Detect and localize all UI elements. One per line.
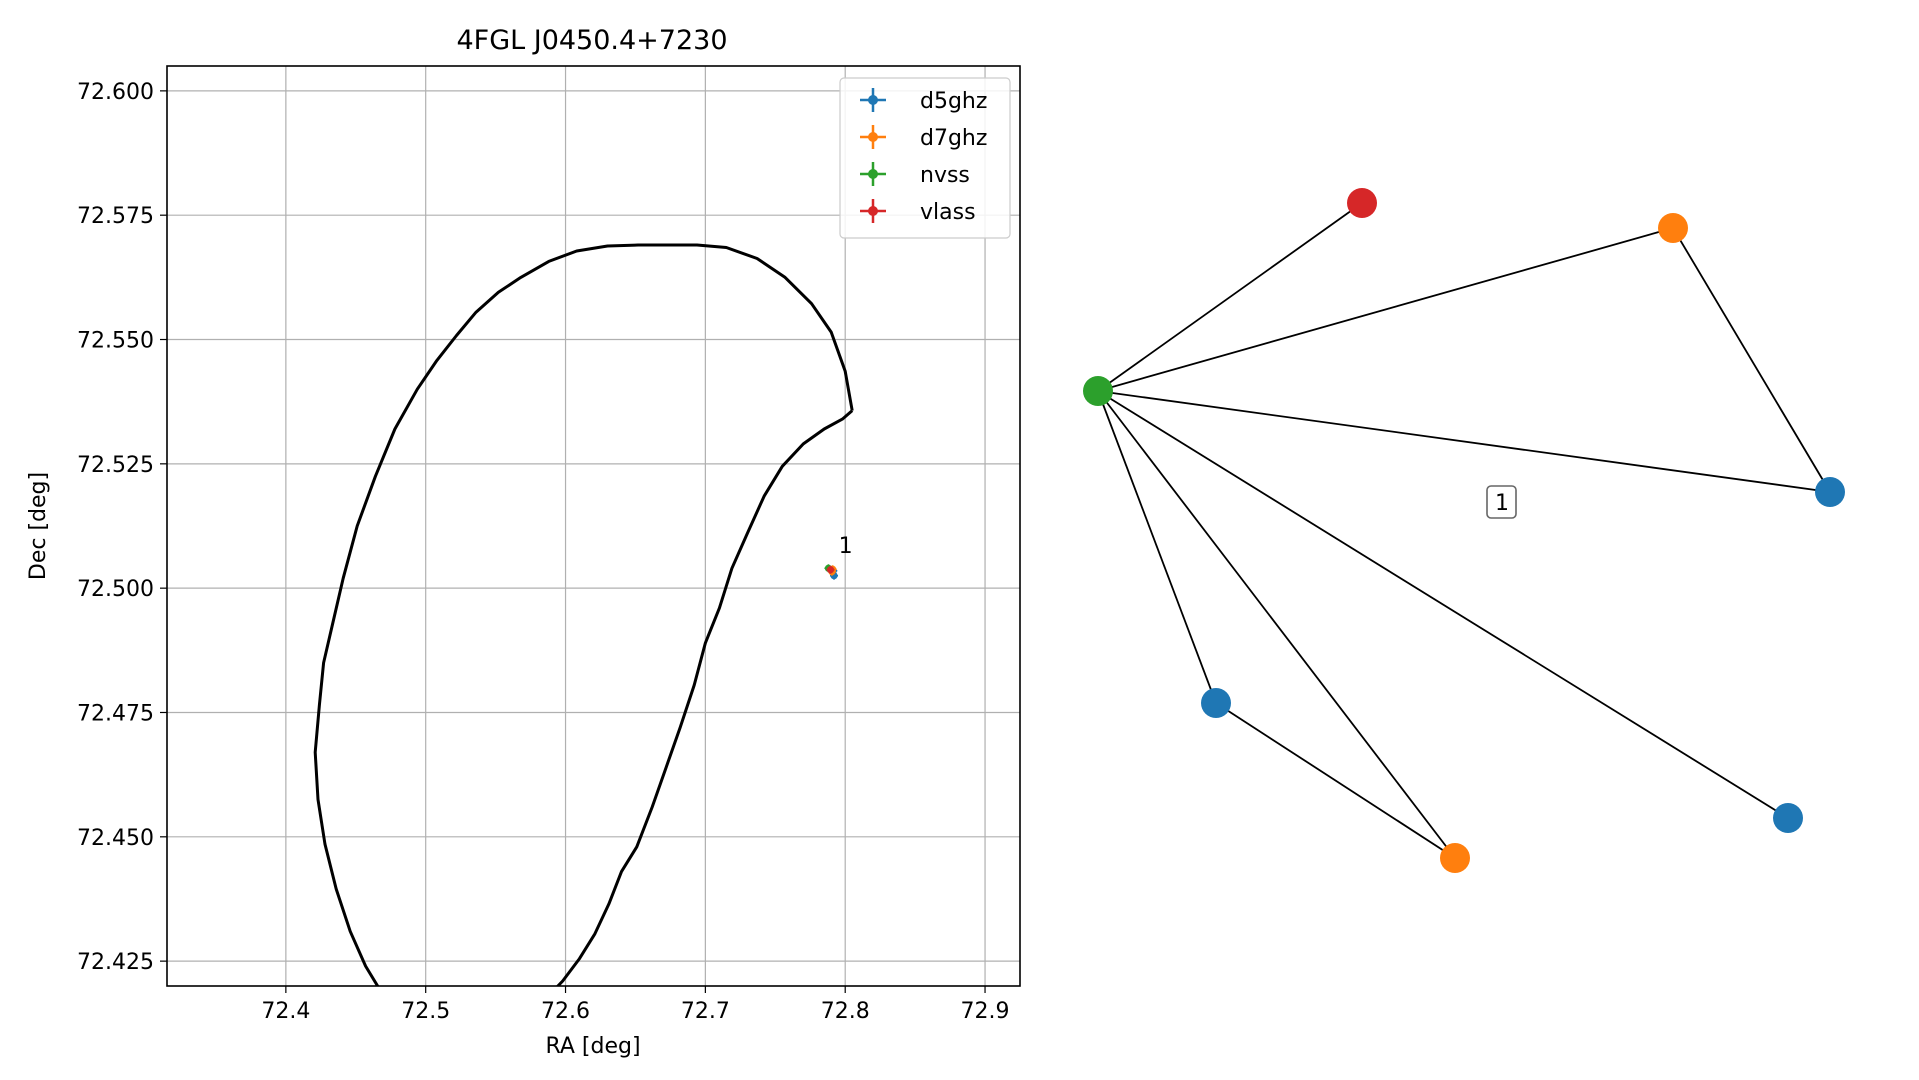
network-edge: [1097, 390, 1831, 493]
uncertainty-ellipse: [313, 243, 854, 986]
network-nodes: [1083, 188, 1845, 873]
network-panel: 1: [1083, 188, 1845, 873]
network-edge: [1097, 390, 1217, 704]
network-label-box: [1486, 485, 1517, 519]
network-label-text: 1: [1495, 491, 1509, 516]
x-tick-label: 72.6: [541, 999, 590, 1024]
network-node: [1347, 188, 1377, 218]
legend-item-d7ghz: d7ghz: [860, 125, 987, 151]
network-node: [1815, 477, 1845, 507]
x-tick-label: 72.7: [681, 999, 730, 1024]
y-tick-label: 72.475: [77, 701, 154, 726]
ellipse: [313, 243, 854, 986]
y-axis-label: Dec [deg]: [26, 472, 51, 580]
legend-marker-dot: [868, 206, 878, 216]
y-tick-label: 72.600: [77, 80, 154, 105]
x-tick-label: 72.4: [261, 999, 310, 1024]
x-axis-label: RA [deg]: [545, 1034, 640, 1059]
network-label: 1: [1486, 485, 1517, 519]
x-tick-label: 72.8: [821, 999, 870, 1024]
network-edge: [1672, 227, 1831, 493]
scatter-panel: 4FGL J0450.4+7230 1 72.4 72.5 72.6 72.7 72.8…: [26, 25, 1021, 1059]
y-tick-label: 72.525: [77, 453, 154, 478]
y-tick-label: 72.550: [77, 329, 154, 354]
legend-box: [839, 77, 1011, 239]
y-axis: 72.425 72.450 72.475 72.500 72.525 72.550 72.5…: [77, 80, 167, 975]
point-vlass: [826, 566, 835, 574]
legend-item-d5ghz: d5ghz: [860, 88, 987, 114]
legend-item-vlass: vlass: [860, 199, 976, 225]
network-node: [1658, 213, 1688, 243]
network-node: [1440, 843, 1470, 873]
source-annotation: 1: [839, 534, 853, 559]
legend-marker-dot: [868, 169, 878, 179]
network-node: [1201, 688, 1231, 718]
network-edge: [1097, 390, 1456, 859]
network-edge: [1215, 702, 1456, 859]
legend-marker-dot: [868, 95, 878, 105]
network-node: [1773, 803, 1803, 833]
x-tick-label: 72.9: [961, 999, 1010, 1024]
y-tick-label: 72.500: [77, 577, 154, 602]
network-edges: [1097, 202, 1831, 859]
legend: d5ghz d7ghz nvss vlass: [839, 77, 1011, 239]
legend-item-nvss: nvss: [860, 162, 970, 188]
y-tick-label: 72.425: [77, 950, 154, 975]
x-tick-label: 72.5: [401, 999, 450, 1024]
x-axis: 72.4 72.5 72.6 72.7 72.8 72.9: [261, 986, 1010, 1024]
source-points: [824, 564, 839, 580]
legend-label-d7ghz: d7ghz: [920, 126, 987, 151]
chart-title: 4FGL J0450.4+7230: [456, 25, 727, 56]
network-node: [1083, 376, 1113, 406]
y-tick-label: 72.450: [77, 826, 154, 851]
plot-frame: [166, 65, 1021, 987]
legend-label-d5ghz: d5ghz: [920, 89, 987, 114]
y-tick-label: 72.575: [77, 204, 154, 229]
network-edge: [1097, 202, 1363, 392]
legend-label-nvss: nvss: [920, 163, 970, 188]
legend-marker-dot: [868, 132, 878, 142]
legend-label-vlass: vlass: [920, 200, 976, 225]
network-edge: [1097, 227, 1674, 392]
network-edge: [1097, 390, 1789, 819]
